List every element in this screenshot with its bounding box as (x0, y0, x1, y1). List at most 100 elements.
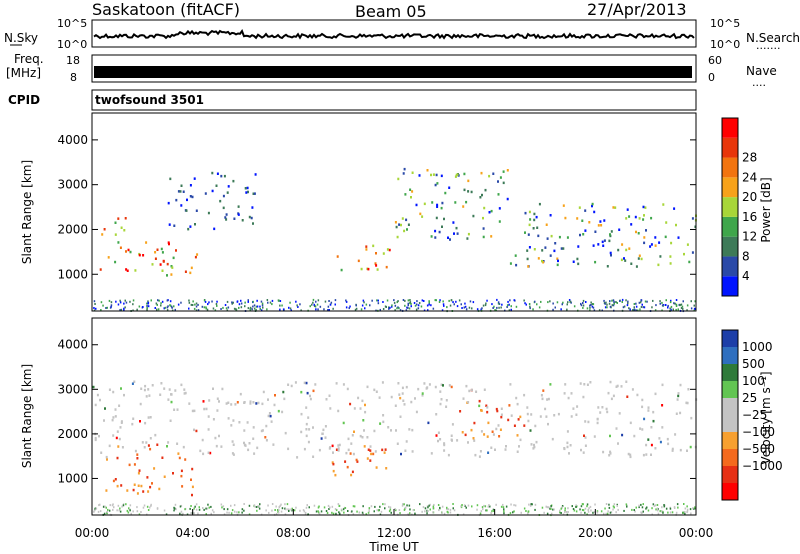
power-echo-cell (669, 262, 672, 265)
power-echo-cell (643, 236, 646, 239)
velocity-echo-cell (380, 510, 383, 513)
power-echo-cell (667, 304, 669, 307)
power-echo-cell (295, 300, 297, 303)
power-echo-cell (376, 268, 379, 271)
velocity-echo-cell (627, 452, 630, 456)
velocity-echo-cell (198, 508, 201, 511)
power-echo-cell (442, 300, 444, 303)
velocity-echo-cell (498, 435, 501, 438)
power-echo-cell (95, 307, 97, 310)
power-echo-cell (169, 304, 172, 307)
power-echo-cell (360, 267, 363, 271)
velocity-ytick-label: 2000 (57, 427, 88, 441)
velocity-echo-cell (290, 384, 293, 388)
velocity-echo-cell (414, 397, 416, 400)
velocity-echo-cell (350, 473, 353, 477)
velocity-echo-cell (430, 452, 433, 455)
power-echo-cell (252, 222, 254, 225)
velocity-echo-cell (516, 402, 519, 406)
power-echo-cell (577, 262, 580, 266)
velocity-echo-cell (450, 385, 453, 389)
velocity-echo-cell (268, 412, 271, 415)
velocity-echo-cell (405, 440, 408, 443)
velocity-echo-cell (349, 452, 352, 455)
velocity-colorbar-segment (722, 347, 738, 364)
power-echo-cell (119, 301, 122, 304)
power-echo-cell (194, 223, 196, 226)
power-echo-cell (319, 305, 322, 308)
nsearch-legend-dots: ······· (756, 42, 780, 55)
power-echo-cell (349, 305, 351, 308)
velocity-echo-cell (120, 420, 123, 423)
power-echo-cell (166, 309, 169, 312)
power-echo-cell (231, 302, 233, 305)
power-colorbar-segment (722, 137, 738, 158)
power-echo-cell (241, 219, 244, 222)
velocity-echo-cell (118, 509, 120, 512)
velocity-echo-cell (414, 512, 416, 515)
power-colorbar-label: Power [dB] (759, 177, 773, 242)
power-echo-cell (193, 177, 196, 180)
velocity-echo-cell (173, 509, 175, 512)
velocity-echo-cell (344, 460, 347, 463)
velocity-echo-cell (382, 420, 385, 424)
velocity-echo-cell (564, 383, 567, 386)
velocity-echo-cell (252, 437, 255, 440)
power-echo-cell (502, 170, 505, 173)
power-echo-cell (213, 227, 216, 231)
velocity-echo-cell (365, 513, 367, 516)
power-echo-cell (665, 299, 667, 302)
velocity-echo-cell (167, 441, 170, 444)
power-echo-cell (628, 215, 631, 218)
velocity-echo-cell (495, 503, 497, 506)
velocity-echo-cell (202, 400, 205, 403)
power-echo-cell (455, 300, 457, 303)
date-label: 27/Apr/2013 (587, 0, 687, 19)
velocity-echo-cell (491, 430, 494, 433)
power-echo-cell (600, 224, 603, 227)
velocity-echo-cell (437, 504, 440, 506)
power-echo-cell (147, 300, 149, 303)
power-echo-cell (173, 305, 175, 308)
velocity-echo-cell (440, 398, 443, 401)
velocity-echo-cell (105, 489, 108, 492)
power-echo-cell (430, 304, 432, 307)
power-echo-cell (537, 234, 540, 238)
power-echo-cell (311, 303, 313, 306)
power-echo-cell (493, 305, 495, 308)
velocity-echo-cell (137, 484, 140, 487)
power-echo-cell (458, 299, 461, 302)
velocity-echo-cell (546, 506, 549, 509)
power-echo-cell (464, 302, 466, 305)
power-echo-cell (110, 301, 113, 304)
power-echo-cell (573, 305, 576, 308)
power-colorbar-frame (721, 117, 739, 297)
velocity-echo-cell (206, 507, 209, 510)
velocity-echo-cell (347, 448, 350, 452)
velocity-echo-cell (573, 509, 576, 512)
velocity-echo-cell (642, 503, 644, 506)
power-echo-cell (507, 300, 509, 303)
power-echo-cell (462, 205, 465, 208)
power-echo-cell (216, 300, 218, 303)
power-echo-cell (161, 251, 164, 254)
velocity-echo-cell (104, 407, 106, 410)
x-tick-label: 16:00 (477, 526, 512, 540)
velocity-echo-cell (529, 429, 532, 432)
velocity-echo-cell (117, 445, 120, 448)
power-echo-cell (452, 221, 455, 224)
velocity-echo-cell (388, 505, 390, 508)
power-echo-cell (650, 216, 653, 220)
velocity-echo-cell (113, 506, 115, 509)
power-echo-cell (599, 220, 602, 223)
power-echo-cell (167, 305, 169, 308)
power-y-axis-label: Slant Range [km] (20, 160, 34, 264)
velocity-echo-cell (193, 512, 195, 515)
velocity-echo-cell (435, 413, 438, 416)
velocity-echo-cell (485, 404, 488, 407)
velocity-echo-cell (94, 507, 97, 510)
power-echo-cell (216, 304, 218, 307)
power-echo-cell (465, 308, 468, 311)
power-echo-cell (496, 298, 498, 301)
power-echo-cell (659, 302, 661, 305)
